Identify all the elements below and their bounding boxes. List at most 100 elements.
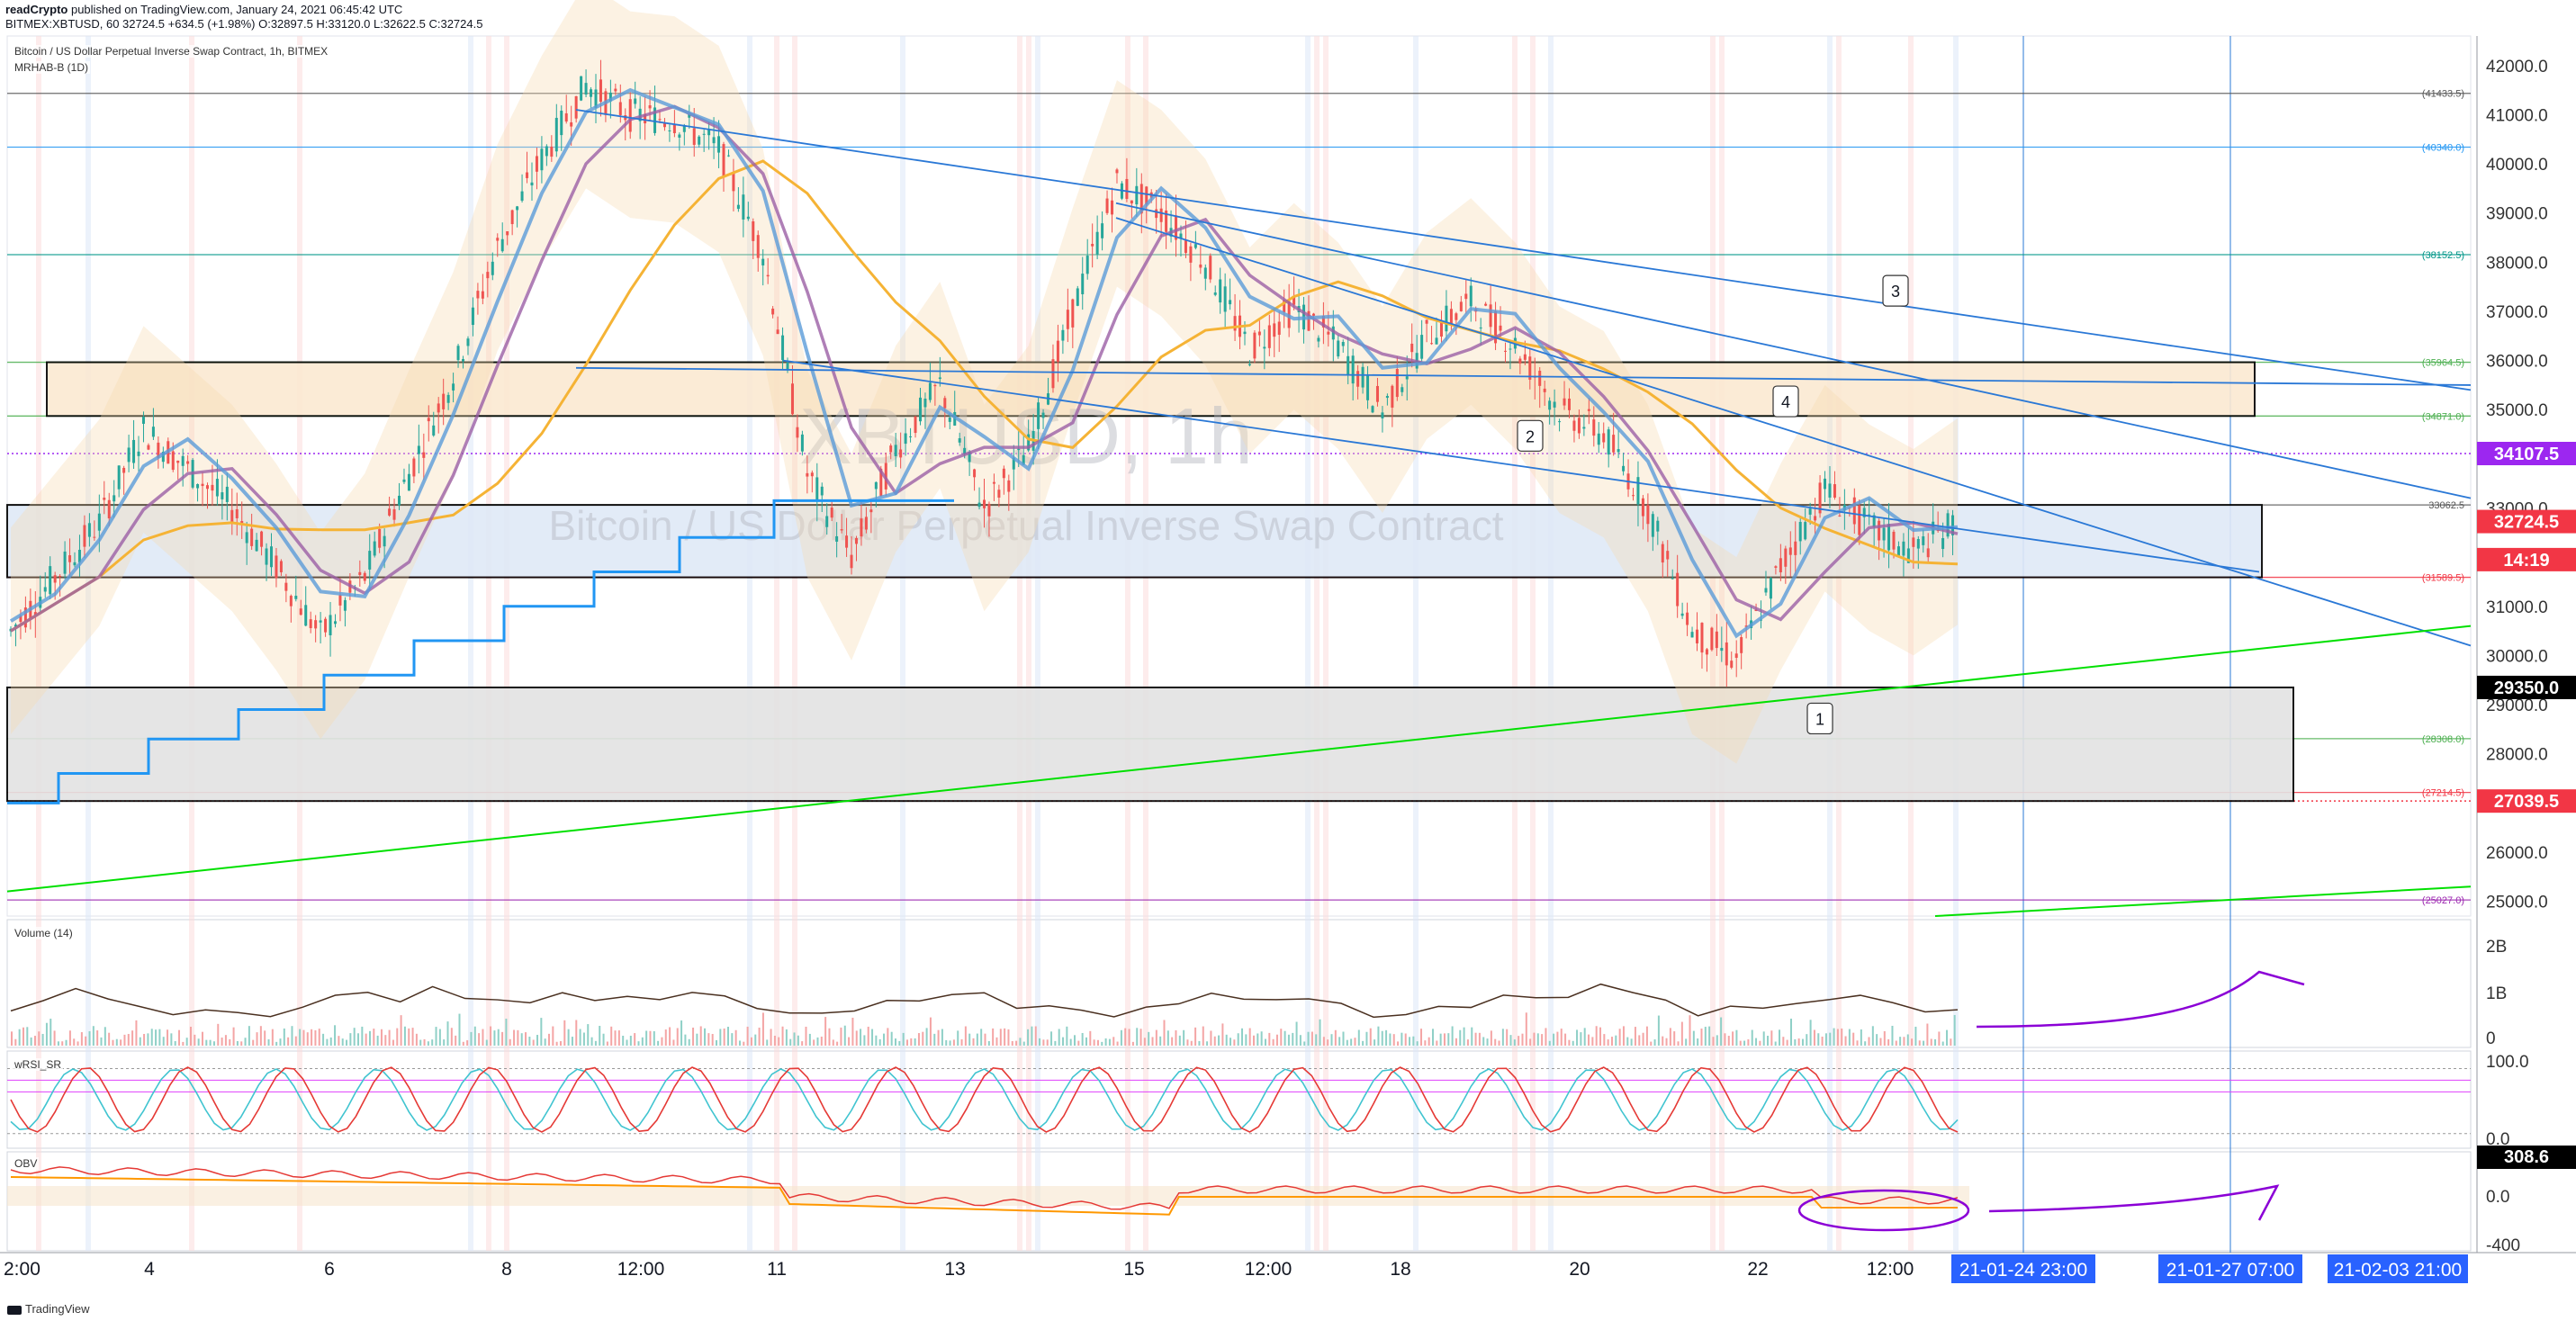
candle-body [535,156,538,172]
candle-body [113,495,116,502]
volume-bar [1392,1034,1395,1046]
candle-body [644,113,647,124]
candle-body [205,485,209,490]
time-axis-tick: 11 [767,1259,787,1280]
volume-bar [1498,1040,1500,1046]
candle-body [618,102,622,115]
candle-body [73,562,77,566]
volume-bar [719,1029,722,1046]
volume-bar [1295,1021,1298,1046]
volume-bar [1938,1031,1941,1046]
candle-body [299,608,302,616]
volume-bar [1677,1041,1680,1046]
volume-bar [1237,1033,1239,1046]
tradingview-logo-icon [7,1305,22,1315]
candle-body [1405,376,1409,380]
volume-bar [1019,1038,1022,1046]
volume-bar [1280,1029,1283,1046]
candle-body [668,130,671,131]
volume-bar [960,1038,963,1046]
price-axis-tick: 29000.0 [2486,696,2548,715]
volume-bar [1533,1032,1536,1046]
volume-bar [716,1039,718,1046]
volume-bar [1116,1041,1119,1046]
volume-bar [1556,1031,1559,1046]
candle-body [151,427,155,437]
volume-bar [1139,1029,1142,1046]
volume-bar [1151,1037,1154,1046]
volume-bar [311,1029,313,1046]
volume-bar [438,1029,441,1046]
tradingview-footer[interactable]: TradingView [7,1302,90,1316]
candle-body [1135,185,1139,205]
volume-bar [878,1038,881,1046]
candle-body [1602,433,1606,443]
candle-body [500,238,504,252]
annotation-label: 1 [1815,710,1824,728]
candle-body [1145,186,1148,205]
volume-bar [411,1028,414,1046]
volume-bar [1506,1029,1509,1046]
candle-body [437,403,440,413]
candle-body [1587,409,1590,411]
candle-body [806,472,809,477]
candle-body [653,107,657,133]
volume-bar [41,1033,44,1046]
candle-body [1051,359,1055,389]
candle-body [122,467,126,473]
volume-bar [341,1038,344,1046]
volume-bar [1225,1034,1228,1046]
candle-body [388,508,392,516]
volume-bar [334,1025,337,1046]
candle-body [1327,331,1330,335]
candle-body [1420,335,1424,359]
volume-bar [1833,1028,1835,1046]
volume-bar [1501,1029,1504,1046]
candle-body [1395,368,1399,398]
volume-bar [1089,1030,1092,1046]
volume-bar [1751,1029,1753,1046]
candle-body [161,452,165,463]
volume-bar [1268,1032,1271,1046]
candle-body [43,587,47,592]
volume-bar [1069,1038,1072,1046]
volume-bar [1073,1035,1076,1046]
candle-body [628,99,632,132]
candle-body [1656,520,1660,532]
candle-body [1784,548,1788,567]
volume-bar [1202,1026,1204,1046]
volume-bar [1039,1038,1041,1046]
volume-bar [1369,1028,1372,1046]
candle-body [49,566,52,595]
candle-body [157,442,160,458]
volume-bar [1213,1036,1216,1046]
candle-body [506,231,509,236]
candle-body [736,204,740,210]
candle-body [1582,427,1586,429]
candle-body [422,452,426,458]
candle-body [471,307,474,326]
volume-bar [875,1035,878,1046]
candle-body [909,436,913,437]
volume-bar [637,1041,640,1046]
volume-bar [150,1029,153,1046]
volume-bar [1486,1038,1489,1046]
volume-bar [462,1041,464,1046]
volume-bar [1256,1033,1259,1046]
obv-ma-line [10,1176,1958,1216]
volume-bar [1946,1029,1949,1046]
candle-body [1824,478,1827,490]
volume-bar [746,1026,749,1046]
candle-body [93,536,96,538]
candle-body [958,438,961,443]
volume-bar [895,1038,897,1046]
candle-body [1209,256,1212,280]
time-axis-tick: 8 [501,1259,512,1280]
candle-body [1906,548,1910,563]
volume-bar [1755,1038,1758,1046]
volume-pane [6,919,2472,1048]
candle-body [1464,293,1468,300]
candle-body [963,447,967,454]
volume-bar [1175,1029,1177,1046]
